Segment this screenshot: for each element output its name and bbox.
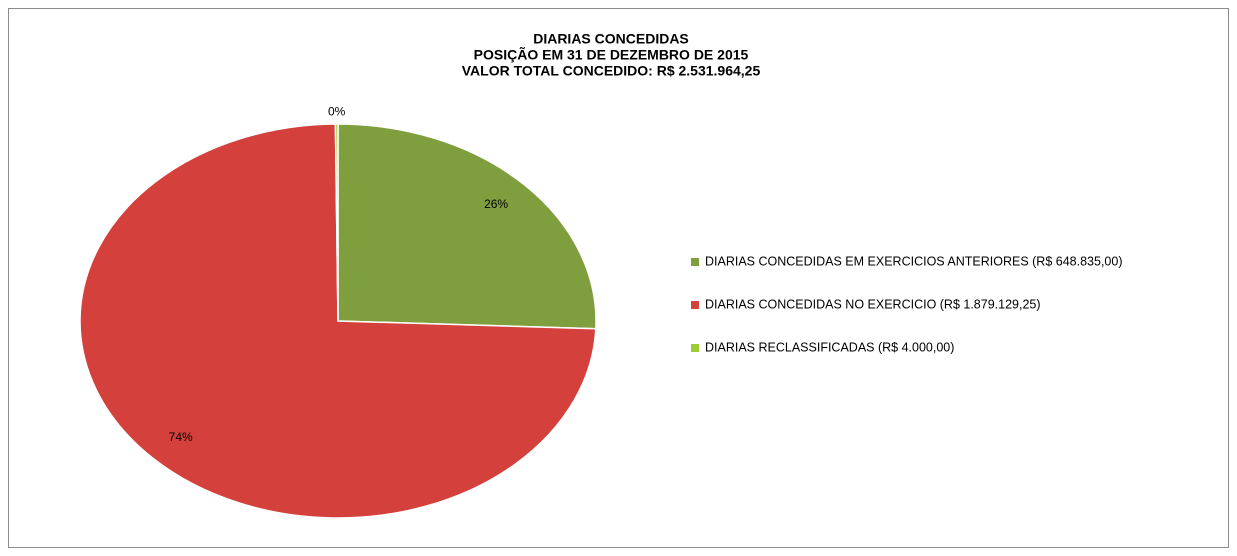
legend-label: DIARIAS CONCEDIDAS EM EXERCICIOS ANTERIO…: [705, 254, 1122, 268]
chart-title: POSIÇÃO EM 31 DE DEZEMBRO DE 2015: [474, 46, 749, 63]
chart-title: DIARIAS CONCEDIDAS: [533, 31, 689, 47]
data-label: 74%: [169, 430, 193, 444]
chart-title: VALOR TOTAL CONCEDIDO: R$ 2.531.964,25: [462, 63, 761, 79]
legend-swatch: [691, 344, 699, 352]
legend-label: DIARIAS CONCEDIDAS NO EXERCICIO (R$ 1.87…: [705, 297, 1041, 311]
pie-slice: [334, 123, 339, 322]
data-label: 0%: [328, 104, 346, 118]
legend-swatch: [691, 258, 699, 266]
legend-swatch: [691, 301, 699, 309]
legend-label: DIARIAS RECLASSIFICADAS (R$ 4.000,00): [705, 340, 954, 354]
pie-slice: [337, 123, 597, 330]
data-label: 26%: [484, 197, 508, 211]
